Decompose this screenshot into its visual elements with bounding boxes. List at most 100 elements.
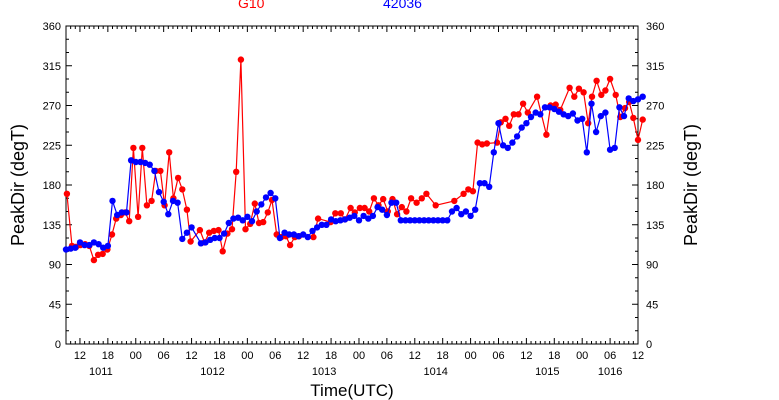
series-42036-point — [639, 93, 646, 100]
x-tick-label: 18 — [325, 350, 337, 362]
series-g10-point — [575, 85, 583, 92]
x-tick-label: 12 — [409, 350, 421, 362]
series-g10-point — [174, 174, 182, 182]
series-42036-point — [523, 120, 530, 127]
series-42036-point — [444, 217, 451, 224]
series-42036-point — [416, 217, 423, 224]
series-g10-point — [166, 149, 173, 156]
series-42036-point — [272, 195, 279, 202]
x-day-label: 1012 — [200, 366, 224, 378]
y-tick-label-right: 225 — [646, 140, 664, 152]
series-42036-point — [420, 217, 428, 224]
series-42036-point — [486, 183, 493, 190]
series-g10-point — [90, 256, 98, 264]
x-day-label: 1011 — [89, 366, 113, 378]
x-tick-label: 00 — [464, 350, 476, 362]
series-g10-point — [413, 199, 420, 206]
y-tick-label-right: 360 — [646, 21, 664, 33]
y-tick-label-right: 315 — [646, 61, 664, 73]
series-g10-point — [469, 188, 477, 195]
series-g10-point — [215, 226, 222, 234]
series-42036-point — [276, 234, 284, 242]
series-42036-point — [239, 217, 246, 224]
series-g10-point — [566, 84, 573, 92]
y-axis-label-left: PeakDir (degT) — [8, 124, 28, 246]
series-g10-point — [196, 226, 204, 234]
series-g10-point — [598, 91, 605, 99]
x-axis: 12 18 00 06 12 18 00 06 12 18 00 06 12 18 00 06 12 18 00 06… — [65, 26, 644, 378]
series-42036-point — [476, 180, 484, 187]
x-tick-label: 12 — [632, 350, 644, 362]
series-g10-point — [533, 93, 541, 100]
y-tick-label-left: 90 — [49, 260, 61, 272]
legend-label-g10: G10 — [238, 0, 265, 11]
series-42036-point — [351, 212, 358, 220]
plot-frame — [65, 25, 639, 345]
series-42036-point — [248, 218, 256, 225]
series-42036-point — [425, 217, 432, 224]
series-42036-point — [72, 244, 79, 251]
series-42036-point — [430, 217, 437, 224]
y-axis-label-right: PeakDir (degT) — [681, 124, 701, 246]
series-g10-point — [63, 190, 71, 197]
x-tick-label: 12 — [297, 350, 309, 362]
series-42036-point — [244, 213, 251, 220]
series-g10-point — [337, 210, 344, 217]
series-g10-point — [380, 195, 387, 203]
y-tick-label-right: 45 — [646, 299, 658, 311]
x-tick-label: 18 — [548, 350, 560, 362]
series-42036-point — [388, 199, 395, 206]
series-42036-point — [360, 212, 367, 220]
series-g10-point — [571, 93, 578, 100]
series-g10-point — [524, 109, 531, 116]
x-tick-label: 06 — [604, 350, 616, 362]
series-g10-point — [356, 204, 364, 212]
series-42036-point — [499, 142, 507, 149]
x-tick-label: 00 — [241, 350, 253, 362]
y-axis: 0 0 45 45 90 90 135 135 180 180 225 225 270 270 315 315… — [43, 21, 665, 351]
series-42036-point — [411, 217, 418, 224]
y-tick-label-left: 45 — [49, 299, 61, 311]
series-42036-point — [202, 239, 209, 246]
x-tick-label: 12 — [74, 350, 86, 362]
series-42036-point — [262, 194, 270, 201]
series-42036-point — [109, 197, 116, 205]
series-42036-point — [541, 104, 549, 111]
series-g10-point — [483, 140, 491, 147]
series-g10-point — [585, 120, 592, 127]
series-g10-point — [515, 111, 522, 118]
series-42036-point — [592, 128, 600, 136]
x-tick-label: 06 — [269, 350, 281, 362]
series-42036-point — [495, 120, 502, 127]
x-tick-label: 06 — [158, 350, 170, 362]
series-42036-point — [174, 199, 181, 206]
series-42036-point — [583, 149, 590, 156]
series-42036-point — [504, 144, 511, 152]
series-42036-point — [453, 204, 460, 212]
y-tick-label-right: 90 — [646, 260, 658, 272]
series-42036-point — [490, 149, 497, 156]
series-42036-point — [597, 112, 604, 120]
series-42036-point — [634, 96, 642, 103]
series-g10-point — [228, 226, 236, 233]
series-g10-point — [361, 204, 368, 212]
y-tick-label-left: 135 — [43, 220, 61, 232]
series-42036-point — [267, 189, 274, 197]
series-g10-point — [310, 233, 317, 241]
series-42036-point — [406, 217, 414, 224]
series-42036-point — [160, 198, 167, 205]
series-g10-point — [108, 231, 116, 238]
series-g10-point — [606, 75, 614, 83]
series-42036-point — [165, 211, 172, 218]
series-42036-point — [620, 112, 628, 120]
x-tick-label: 06 — [381, 350, 393, 362]
series-g10-point — [510, 111, 517, 118]
series-42036-point — [402, 217, 409, 224]
series-g10-point — [602, 87, 609, 94]
series-g10-point — [370, 195, 378, 202]
x-day-label: 1014 — [423, 366, 447, 378]
series-42036-point — [118, 209, 126, 216]
series-g10-point — [423, 190, 430, 197]
series-g10-point — [502, 115, 509, 123]
legend-label-42036: 42036 — [383, 0, 422, 11]
